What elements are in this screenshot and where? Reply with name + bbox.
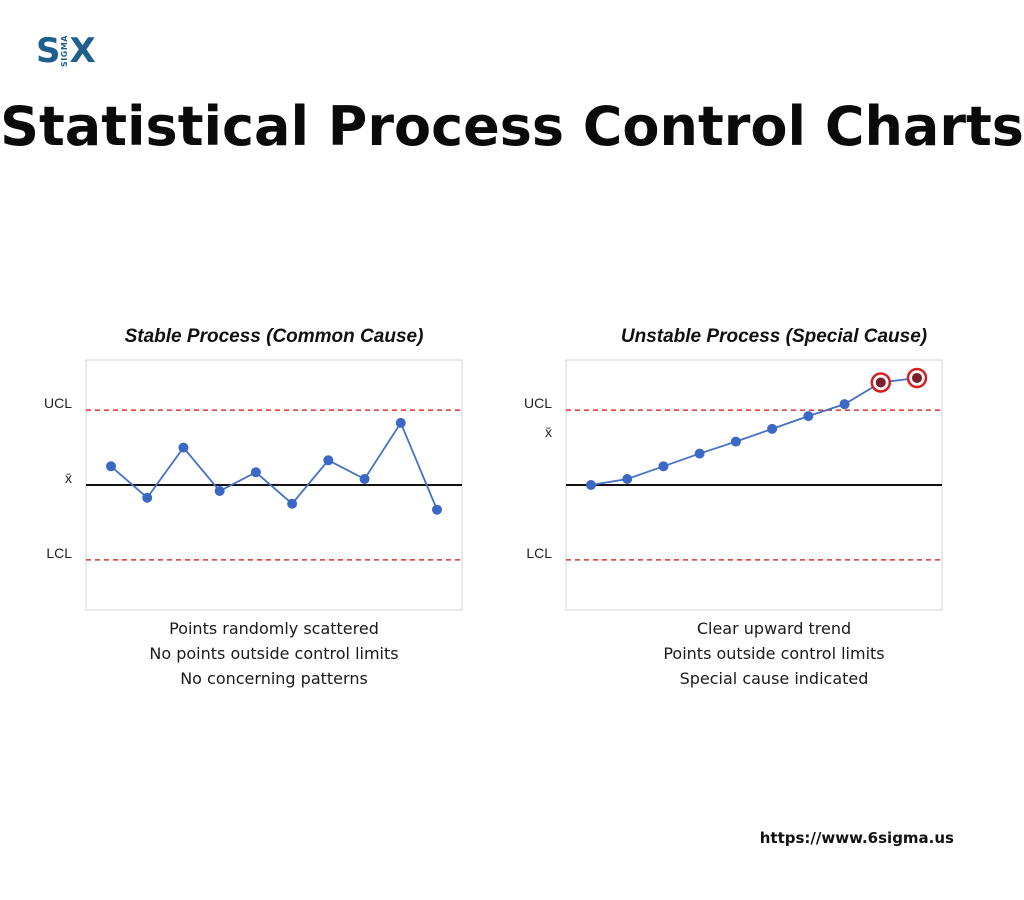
ucl-label: UCL [524,395,552,411]
center-label: x̄ [545,424,552,440]
series-line [590,377,918,486]
note-stable-1: Points randomly scattered [169,619,379,638]
page-title: Statistical Process Control Charts [0,95,1024,158]
chart-title-unstable: Unstable Process (Special Cause) [620,326,928,347]
note-unstable-2: Points outside control limits [663,644,885,663]
center-label: x̄ [65,470,72,486]
data-point [432,504,442,515]
note-stable-2: No points outside control limits [149,644,399,663]
logo-right-letter: X [69,31,96,71]
data-point [767,423,778,434]
data-point [622,474,633,485]
data-point [694,448,705,459]
data-point [839,399,850,410]
data-point [250,467,261,478]
chart-unstable: UCL LCL x̄ [524,359,943,611]
notes-unstable: Clear upward trend Points outside contro… [586,616,962,691]
data-point [730,436,741,447]
series-line [110,420,438,511]
footer-url[interactable]: https://www.6sigma.us [759,829,954,847]
note-unstable-1: Clear upward trend [696,619,852,638]
data-point [142,492,153,503]
data-point [658,461,669,472]
logo-middle-word: SIGMA [59,35,69,67]
lcl-label: LCL [46,545,72,561]
data-point [803,411,814,422]
logo-left-letter: S [36,31,60,71]
data-point [395,417,406,428]
note-stable-3: No concerning patterns [180,669,368,688]
chart-title-stable: Stable Process (Common Cause) [124,326,424,347]
ucl-label: UCL [44,395,72,411]
data-point [214,485,225,496]
lcl-label: LCL [526,545,552,561]
data-point [106,461,116,472]
notes-stable: Points randomly scattered No points outs… [86,616,462,691]
data-point [323,455,334,466]
logo: S SIGMA X [36,31,96,71]
data-point [359,474,370,485]
outlier-point [912,372,922,383]
chart-stable: UCL LCL x̄ [44,359,463,611]
data-point [586,480,596,490]
note-unstable-3: Special cause indicated [679,669,869,688]
outlier-point [875,377,886,388]
data-point [287,498,298,509]
data-point [178,442,189,453]
